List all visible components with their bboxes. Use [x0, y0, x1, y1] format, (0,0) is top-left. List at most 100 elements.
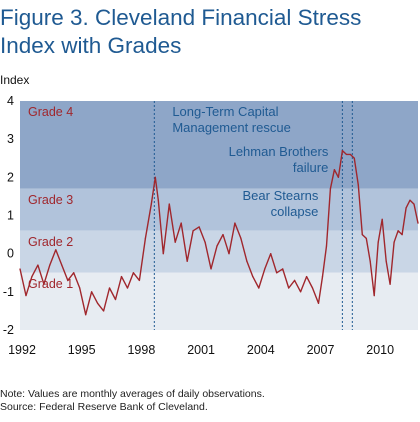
- chart-title-line-1: Figure 3. Cleveland Financial Stress: [0, 5, 362, 30]
- data-point: [329, 188, 332, 190]
- data-point: [186, 260, 188, 262]
- data-point: [317, 302, 320, 304]
- event-label-3-line-2: failure: [293, 160, 328, 175]
- grade-2-band: [20, 230, 418, 273]
- event-label-2-line-1: Bear Stearns: [243, 188, 319, 203]
- data-point: [102, 310, 105, 312]
- data-point: [361, 233, 363, 236]
- data-point: [417, 222, 419, 224]
- data-point: [150, 203, 152, 205]
- y-tick-label: 2: [7, 170, 14, 184]
- grade-1-label: Grade 1: [28, 277, 73, 291]
- data-point: [157, 199, 159, 201]
- data-point: [353, 157, 355, 159]
- data-point: [67, 279, 69, 281]
- data-point: [276, 272, 278, 274]
- x-tick-label: 2001: [187, 343, 215, 357]
- data-point: [204, 241, 206, 243]
- data-point: [85, 314, 87, 316]
- data-point: [49, 264, 51, 266]
- data-point: [198, 226, 200, 228]
- data-point: [154, 176, 156, 178]
- data-point: [385, 260, 387, 262]
- stress-index-chart: Index Grade 4 Grade 3 Grade 2 Grade 1 Long-…: [0, 73, 419, 357]
- data-point: [252, 275, 254, 278]
- grade-bands: [20, 101, 418, 330]
- data-point: [138, 279, 140, 281]
- event-label-1-line-1: Long-Term Capital: [172, 104, 278, 119]
- data-point: [333, 169, 336, 171]
- x-tick-label: 1992: [8, 343, 36, 357]
- data-point: [381, 218, 383, 220]
- data-point: [246, 260, 248, 262]
- data-point: [97, 302, 99, 304]
- data-point: [61, 264, 63, 266]
- grade-2-label: Grade 2: [28, 235, 73, 249]
- data-point: [31, 275, 33, 278]
- data-point: [377, 241, 379, 243]
- data-point: [144, 237, 146, 239]
- chart-note: Note: Values are monthly averages of dai…: [0, 388, 265, 414]
- data-point: [305, 275, 308, 278]
- data-point: [180, 222, 182, 224]
- data-point: [114, 298, 117, 301]
- data-point: [413, 203, 415, 205]
- data-point: [401, 233, 403, 236]
- data-point: [37, 264, 39, 266]
- data-point: [294, 279, 296, 281]
- data-point: [369, 260, 371, 262]
- data-point: [409, 199, 411, 201]
- y-tick-label: 3: [7, 132, 14, 146]
- y-tick-label: -1: [3, 285, 14, 299]
- y-tick-label: 4: [7, 94, 14, 108]
- grade-3-band: [20, 188, 418, 231]
- data-point: [132, 272, 135, 274]
- x-tick-labels: 1992 1995 1998 2001 2004 2007 2010: [8, 343, 394, 357]
- data-point: [337, 176, 339, 178]
- data-point: [168, 203, 170, 205]
- y-tick-labels: 4 3 2 1 0 -1 -2: [3, 94, 14, 337]
- data-point: [222, 233, 224, 236]
- data-point: [234, 222, 236, 224]
- event-label-2-line-2: collapse: [271, 204, 319, 219]
- data-point: [264, 268, 266, 270]
- data-point: [325, 245, 328, 247]
- data-point: [25, 295, 27, 297]
- y-axis-label: Index: [0, 73, 29, 87]
- note-line-1: Note: Values are monthly averages of dai…: [0, 388, 265, 400]
- data-point: [55, 249, 57, 251]
- data-point: [79, 287, 81, 289]
- data-point: [311, 287, 314, 289]
- data-point: [373, 295, 375, 297]
- x-tick-label: 1995: [68, 343, 96, 357]
- data-point: [91, 291, 93, 293]
- chart-title-line-2: Index with Grades: [0, 33, 182, 58]
- data-point: [258, 287, 260, 289]
- data-point: [19, 268, 21, 270]
- data-point: [321, 275, 324, 278]
- grade-3-label: Grade 3: [28, 193, 73, 207]
- x-tick-label: 2004: [247, 343, 275, 357]
- data-point: [357, 184, 359, 186]
- data-point: [365, 237, 367, 239]
- chart-title: Figure 3. Cleveland Financial Stress Ind…: [0, 4, 420, 60]
- series-group: [19, 149, 419, 316]
- grade-4-label: Grade 4: [28, 105, 73, 119]
- data-point: [288, 287, 290, 289]
- grade-labels: Grade 4 Grade 3 Grade 2 Grade 1: [28, 105, 73, 291]
- x-tick-label: 2007: [307, 343, 335, 357]
- data-point: [393, 241, 395, 243]
- y-tick-label: 0: [7, 247, 14, 261]
- data-point: [349, 153, 351, 156]
- data-point: [299, 291, 302, 293]
- data-point: [270, 253, 272, 255]
- grade-1-band: [20, 272, 418, 330]
- data-point: [228, 253, 230, 255]
- data-point: [345, 153, 347, 156]
- data-point: [405, 207, 407, 209]
- data-point: [341, 150, 343, 152]
- data-point: [108, 287, 111, 289]
- data-point: [120, 275, 123, 278]
- grade-4-band: [20, 101, 418, 189]
